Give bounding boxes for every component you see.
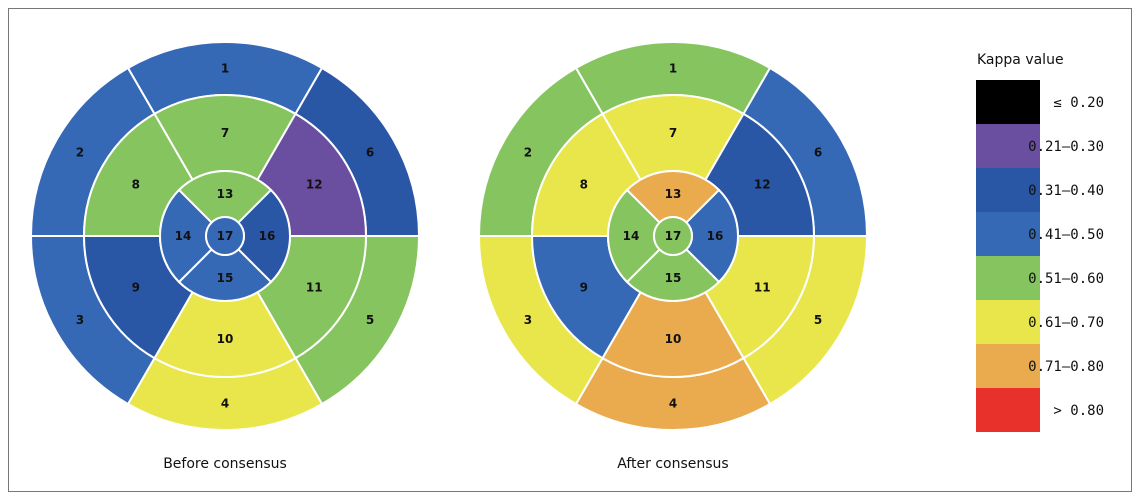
segment-label-16: 16 — [259, 229, 276, 243]
legend-swatch-6 — [976, 344, 1040, 388]
segment-label-7: 7 — [221, 126, 229, 140]
legend-label-6: 0.71–0.80 — [1028, 359, 1104, 375]
segment-label-13: 13 — [217, 187, 234, 201]
segment-label-9: 9 — [580, 281, 588, 295]
segment-label-1: 1 — [669, 62, 677, 76]
segment-label-15: 15 — [665, 271, 682, 285]
segment-label-8: 8 — [132, 178, 140, 192]
legend-title: Kappa value — [977, 52, 1064, 68]
legend-label-5: 0.61–0.70 — [1028, 315, 1104, 331]
figure-frame — [8, 8, 1132, 492]
legend-label-1: 0.21–0.30 — [1028, 139, 1104, 155]
caption-after-consensus: After consensus — [617, 456, 728, 472]
segment-label-2: 2 — [524, 145, 532, 159]
legend-swatch-0 — [976, 80, 1040, 124]
segment-label-16: 16 — [707, 229, 724, 243]
segment-label-11: 11 — [754, 281, 771, 295]
caption-before-consensus: Before consensus — [163, 456, 287, 472]
segment-label-10: 10 — [217, 332, 234, 346]
segment-label-2: 2 — [76, 145, 84, 159]
segment-label-7: 7 — [669, 126, 677, 140]
segment-17 — [205, 216, 245, 256]
legend-swatch-5 — [976, 300, 1040, 344]
legend-swatch-2 — [976, 168, 1040, 212]
legend-label-3: 0.41–0.50 — [1028, 227, 1104, 243]
segment-label-5: 5 — [814, 313, 822, 327]
kappa-legend: Kappa value ≤ 0.20 0.21–0.30 0.31–0.40 0.41… — [976, 52, 1104, 432]
segment-17 — [653, 216, 693, 256]
segment-label-15: 15 — [217, 271, 234, 285]
legend-swatch-7 — [976, 388, 1040, 432]
segment-label-13: 13 — [665, 187, 682, 201]
segment-label-10: 10 — [665, 332, 682, 346]
segment-label-17: 17 — [217, 229, 234, 243]
segment-label-4: 4 — [669, 397, 677, 411]
legend-swatch-4 — [976, 256, 1040, 300]
legend-label-4: 0.51–0.60 — [1028, 271, 1104, 287]
segment-label-1: 1 — [221, 62, 229, 76]
segment-label-9: 9 — [132, 281, 140, 295]
segment-label-4: 4 — [221, 397, 229, 411]
segment-label-17: 17 — [665, 229, 682, 243]
legend-swatch-3 — [976, 212, 1040, 256]
segment-label-6: 6 — [814, 145, 822, 159]
segment-label-6: 6 — [366, 145, 374, 159]
segment-label-12: 12 — [754, 178, 771, 192]
segment-label-3: 3 — [76, 313, 84, 327]
segment-label-5: 5 — [366, 313, 374, 327]
legend-label-0: ≤ 0.20 — [1053, 95, 1104, 111]
legend-swatch-1 — [976, 124, 1040, 168]
segment-label-11: 11 — [306, 281, 323, 295]
segment-label-12: 12 — [306, 178, 323, 192]
segment-label-3: 3 — [524, 313, 532, 327]
segment-label-14: 14 — [623, 229, 640, 243]
segment-label-8: 8 — [580, 178, 588, 192]
legend-label-7: > 0.80 — [1053, 403, 1104, 419]
segment-label-14: 14 — [175, 229, 192, 243]
legend-label-2: 0.31–0.40 — [1028, 183, 1104, 199]
